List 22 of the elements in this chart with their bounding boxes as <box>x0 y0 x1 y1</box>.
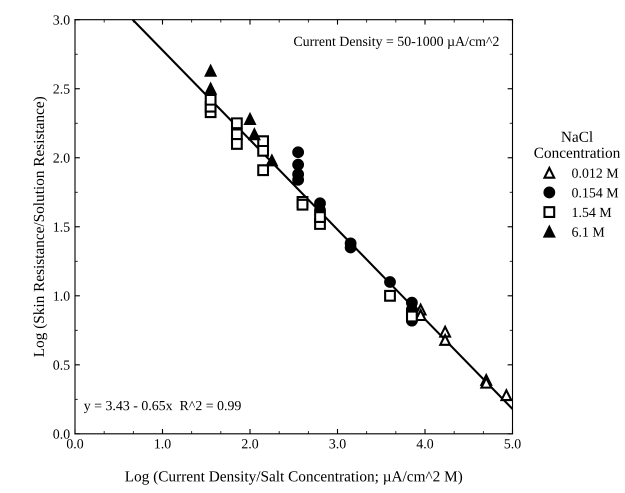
x-tick-label: 5.0 <box>504 439 521 449</box>
annotation: y = 3.43 - 0.65x R^2 = 0.99 <box>84 400 241 414</box>
y-tick-label: 3.0 <box>53 15 70 25</box>
y-tick-label: 2.0 <box>53 153 70 163</box>
x-tick-label: 4.0 <box>416 439 434 449</box>
y-axis-title: Log (Skin Resistance/Solution Resistance) <box>33 96 48 357</box>
legend-title: NaCl Concentration <box>534 131 620 158</box>
x-tick-label: 2.0 <box>242 439 258 449</box>
legend-label: 1.54 M <box>572 208 612 218</box>
y-tick-label: 0.0 <box>53 429 70 439</box>
y-tick-label: 0.5 <box>53 360 70 370</box>
legend-label: 6.1 M <box>572 227 604 237</box>
legend-label: 0.012 M <box>572 168 618 178</box>
y-tick-label: 2.5 <box>53 84 70 94</box>
x-axis-title: Log (Current Density/Salt Concentration; µA/cm^2 M) <box>125 470 462 485</box>
y-tick-label: 1.0 <box>54 291 70 301</box>
y-tick-label: 1.5 <box>54 222 70 232</box>
x-tick-label: 1.0 <box>155 439 171 449</box>
annotation: Current Density = 50-1000 µA/cm^2 <box>294 36 499 49</box>
x-tick-label: 3.0 <box>329 439 346 449</box>
x-tick-label: 0.0 <box>66 439 84 449</box>
legend-label: 0.154 M <box>572 188 618 198</box>
